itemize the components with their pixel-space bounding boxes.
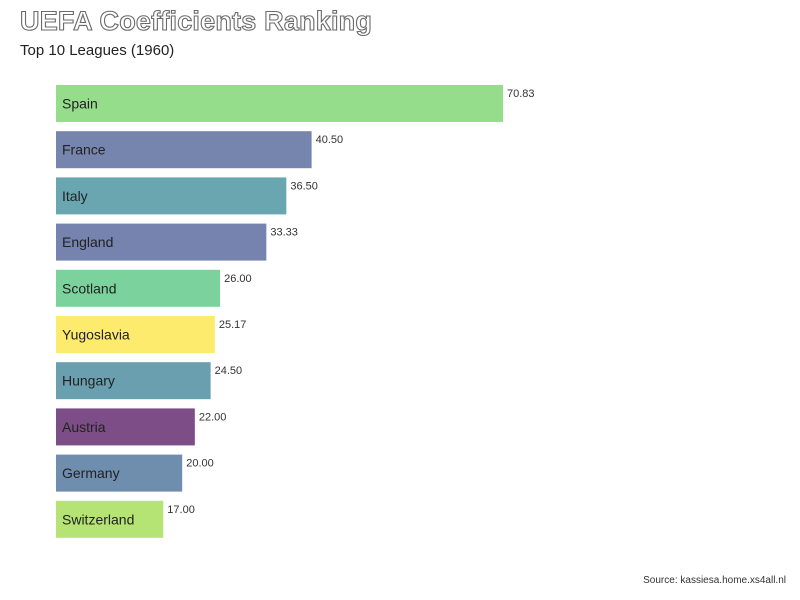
chart-title: UEFA Coefficients Ranking (19, 5, 373, 36)
bar-spain (56, 85, 503, 122)
bar-france (56, 131, 312, 169)
bar-england (56, 223, 267, 261)
value-label-germany: 20.00 (186, 458, 214, 470)
category-label-austria: Austria (62, 419, 106, 435)
value-label-france: 40.50 (316, 134, 344, 146)
chart-subtitle: Top 10 Leagues (1960) (20, 42, 175, 59)
category-label-spain: Spain (62, 96, 98, 112)
source-note: Source: kassiesa.home.xs4all.nl (643, 575, 786, 586)
bar-hungary (56, 362, 211, 400)
bar-scotland (56, 269, 221, 307)
category-label-germany: Germany (62, 465, 120, 481)
bar-yugoslavia (56, 316, 215, 353)
category-label-italy: Italy (62, 188, 88, 204)
category-label-scotland: Scotland (62, 280, 116, 296)
value-label-yugoslavia: 25.17 (219, 319, 247, 331)
category-label-yugoslavia: Yugoslavia (62, 327, 130, 343)
value-label-england: 33.33 (270, 227, 298, 239)
bar-switzerland (56, 500, 164, 538)
category-label-hungary: Hungary (62, 373, 115, 389)
value-label-austria: 22.00 (199, 411, 227, 423)
category-label-england: England (62, 234, 113, 250)
value-label-switzerland: 17.00 (167, 504, 195, 516)
bar-italy (56, 177, 287, 215)
bar-austria (56, 408, 195, 446)
value-label-hungary: 24.50 (215, 365, 243, 377)
value-label-scotland: 26.00 (224, 273, 252, 285)
bar-germany (56, 454, 183, 492)
category-label-switzerland: Switzerland (62, 511, 134, 527)
category-label-france: France (62, 142, 106, 158)
value-label-spain: 70.83 (507, 88, 535, 100)
value-label-italy: 36.50 (290, 180, 318, 192)
